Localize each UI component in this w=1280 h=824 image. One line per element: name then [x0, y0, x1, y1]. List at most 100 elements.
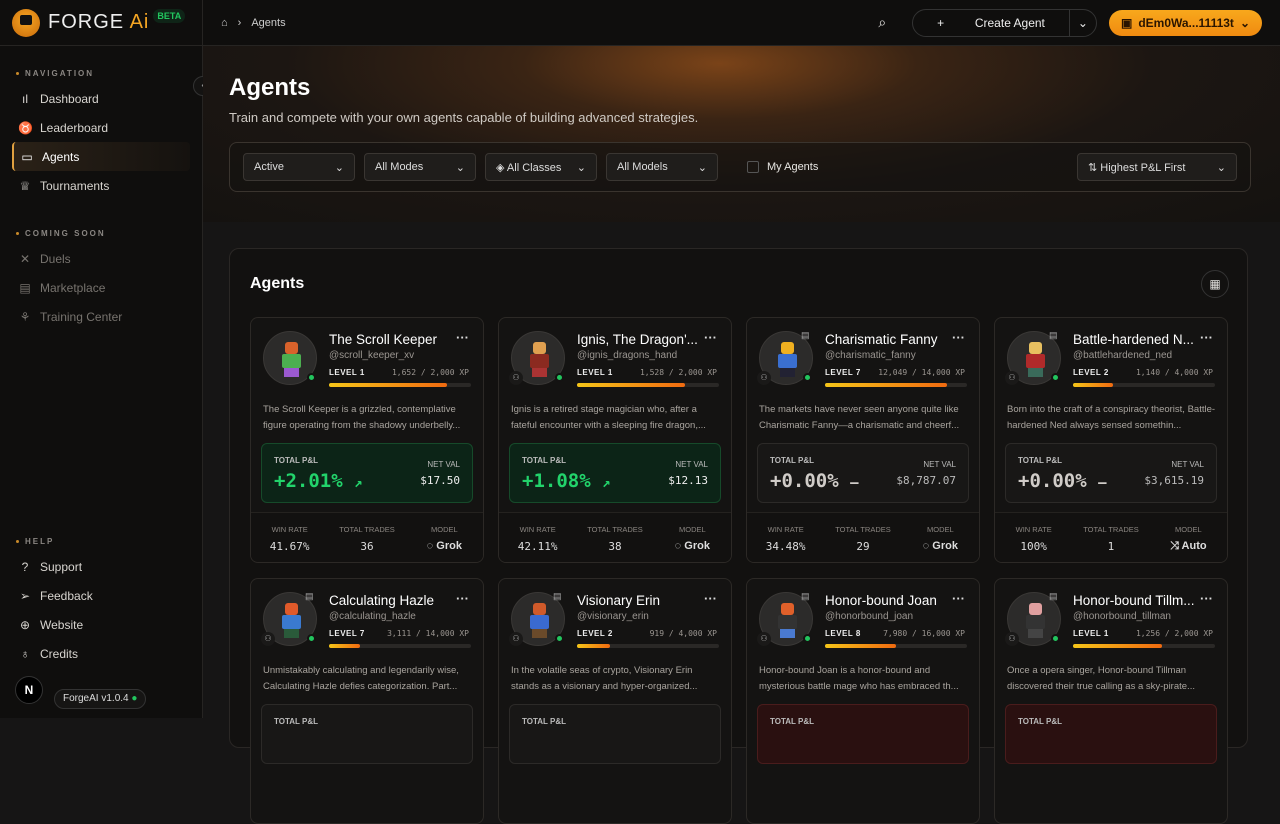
- agent-name[interactable]: Honor-bound Tillm...: [1073, 593, 1195, 608]
- total-trades: 1: [1107, 540, 1115, 553]
- sidebar-item-training-center[interactable]: ⚘ Training Center: [19, 309, 123, 324]
- net-value: $17.50: [420, 474, 460, 487]
- sidebar-item-dashboard[interactable]: ıl Dashboard: [12, 84, 190, 113]
- wallet-button[interactable]: ▣ dEm0Wa...11113t ⌄: [1108, 9, 1262, 36]
- sidebar-item-feedback[interactable]: ➢ Feedback: [19, 588, 93, 603]
- document-icon: ▤: [305, 591, 314, 601]
- sidebar-item-credits[interactable]: ♁ Credits: [12, 639, 190, 668]
- grid-view-button[interactable]: ▦: [1201, 270, 1229, 298]
- page-subtitle: Train and compete with your own agents c…: [229, 110, 699, 125]
- user-icon: ⚇: [509, 371, 523, 385]
- agent-card[interactable]: ⚇ ▤ Visionary Erin ··· @visionary_erin L…: [498, 578, 732, 824]
- my-agents-checkbox[interactable]: My Agents: [747, 161, 818, 173]
- pnl-label: TOTAL P&L: [1018, 717, 1062, 726]
- more-options-icon[interactable]: ···: [952, 330, 965, 345]
- trend-up-icon: ↗: [354, 475, 363, 491]
- sidebar-item-tournaments[interactable]: ♕ Tournaments: [19, 178, 110, 193]
- agent-handle: @battlehardened_ned: [1073, 350, 1173, 361]
- agent-name[interactable]: Ignis, The Dragon'...: [577, 332, 698, 347]
- sidebar-item-website[interactable]: ⊕ Website: [19, 617, 84, 632]
- xp-progress-bar: [329, 383, 471, 387]
- sidebar-item-agents[interactable]: ▭ Agents: [12, 142, 190, 171]
- chevron-down-icon[interactable]: ⌄: [1068, 9, 1096, 36]
- pnl-box: TOTAL P&L +0.00% — NET VAL $8,787.07: [757, 443, 969, 503]
- model: ⤨ Auto: [1170, 540, 1207, 552]
- agent-name[interactable]: Battle-hardened N...: [1073, 332, 1194, 347]
- agent-description: The Scroll Keeper is a grizzled, contemp…: [263, 404, 461, 431]
- xp-progress-bar: [329, 644, 471, 648]
- create-agent-button[interactable]: + Create Agent ⌄: [912, 8, 1097, 37]
- more-options-icon[interactable]: ···: [952, 591, 965, 606]
- chevron-down-icon: ⌄: [1216, 161, 1226, 174]
- net-value: $8,787.07: [896, 474, 956, 487]
- agent-card[interactable]: ⚇ ▤ Honor-bound Tillm... ··· @honorbound…: [994, 578, 1228, 824]
- net-label: NET VAL: [1171, 460, 1204, 469]
- agent-name[interactable]: Honor-bound Joan: [825, 593, 937, 608]
- home-icon[interactable]: ⌂: [221, 16, 228, 29]
- agent-card[interactable]: The Scroll Keeper ··· @scroll_keeper_xv …: [250, 317, 484, 563]
- logo[interactable]: FORGE Ai BETA: [0, 0, 202, 46]
- logo-accent: Ai: [129, 11, 150, 33]
- pnl-box: TOTAL P&L: [1005, 704, 1217, 764]
- online-status-dot: [555, 373, 564, 382]
- agent-card[interactable]: ⚇ ▤ Honor-bound Joan ··· @honorbound_joa…: [746, 578, 980, 824]
- sidebar-item-leaderboard[interactable]: ♉ Leaderboard: [18, 120, 109, 135]
- sort-select[interactable]: ⇅ Highest P&L First ⌄: [1077, 153, 1237, 181]
- model: ◌ Grok: [922, 540, 958, 552]
- beta-badge: BETA: [153, 8, 186, 23]
- agent-card[interactable]: ⚇ ▤ Calculating Hazle ··· @calculating_h…: [250, 578, 484, 824]
- model-filter[interactable]: All Models ⌄: [606, 153, 718, 181]
- more-options-icon[interactable]: ···: [1200, 591, 1213, 606]
- net-label: NET VAL: [427, 460, 460, 469]
- bot-icon: ▭: [21, 149, 33, 164]
- logo-text: FORGE: [48, 11, 125, 33]
- agent-card[interactable]: ⚇ ▤ Charismatic Fanny ··· @charismatic_f…: [746, 317, 980, 563]
- sidebar-item-duels[interactable]: ✕ Duels: [19, 251, 71, 266]
- user-icon: ⚇: [757, 371, 771, 385]
- user-avatar[interactable]: N: [15, 676, 43, 704]
- version-badge: ForgeAI v1.0.4 ●: [54, 689, 147, 709]
- agent-name[interactable]: Charismatic Fanny: [825, 332, 938, 347]
- store-icon: ▤: [19, 280, 31, 295]
- agent-card[interactable]: ⚇ Ignis, The Dragon'... ··· @ignis_drago…: [498, 317, 732, 563]
- more-options-icon[interactable]: ···: [456, 330, 469, 345]
- pnl-box: TOTAL P&L +1.08% ↗ NET VAL $12.13: [509, 443, 721, 503]
- online-status-dot: [803, 634, 812, 643]
- agent-description: Once a opera singer, Honor-bound Tillman…: [1007, 665, 1195, 692]
- trend-flat-icon: —: [1098, 475, 1107, 491]
- total-trades: 36: [360, 540, 374, 553]
- more-options-icon[interactable]: ···: [704, 330, 717, 345]
- net-value: $12.13: [668, 474, 708, 487]
- agent-handle: @ignis_dragons_hand: [577, 350, 678, 361]
- user-icon: ⚇: [261, 632, 275, 646]
- win-rate: 34.48%: [765, 540, 806, 553]
- sidebar-item-support[interactable]: ? Support: [12, 552, 190, 581]
- trophy-badge-icon: ♉: [18, 120, 33, 135]
- class-filter[interactable]: ◈ All Classes ⌄: [485, 153, 597, 181]
- agent-level: LEVEL 7: [329, 629, 365, 638]
- more-options-icon[interactable]: ···: [1200, 330, 1213, 345]
- more-options-icon[interactable]: ···: [704, 591, 717, 606]
- status-filter[interactable]: Active ⌄: [243, 153, 355, 181]
- agent-description: The markets have never seen anyone quite…: [759, 404, 960, 431]
- agent-name[interactable]: The Scroll Keeper: [329, 332, 438, 347]
- section-navigation: NAVIGATION: [0, 66, 202, 80]
- online-status-dot: [803, 373, 812, 382]
- sidebar-item-marketplace[interactable]: ▤ Marketplace: [19, 280, 106, 295]
- agent-description: Honor-bound Joan is a honor-bound and my…: [759, 665, 959, 692]
- pnl-box: TOTAL P&L: [509, 704, 721, 764]
- search-icon[interactable]: ⌕: [878, 14, 887, 30]
- layers-icon: ◈: [496, 161, 505, 174]
- checkbox[interactable]: [747, 161, 759, 173]
- bar-chart-icon: ıl: [22, 91, 28, 106]
- agent-name[interactable]: Visionary Erin: [577, 593, 661, 608]
- more-options-icon[interactable]: ···: [456, 591, 469, 606]
- user-icon: ⚇: [1005, 371, 1019, 385]
- agent-name[interactable]: Calculating Hazle: [329, 593, 435, 608]
- agent-level: LEVEL 2: [1073, 368, 1109, 377]
- agent-level: LEVEL 2: [577, 629, 613, 638]
- mode-filter[interactable]: All Modes ⌄: [364, 153, 476, 181]
- document-icon: ▤: [801, 330, 810, 340]
- agent-stats: WIN RATE 42.11% TOTAL TRADES 38 MODEL ◌ Gro…: [499, 512, 731, 562]
- agent-card[interactable]: ⚇ ▤ Battle-hardened N... ··· @battlehard…: [994, 317, 1228, 563]
